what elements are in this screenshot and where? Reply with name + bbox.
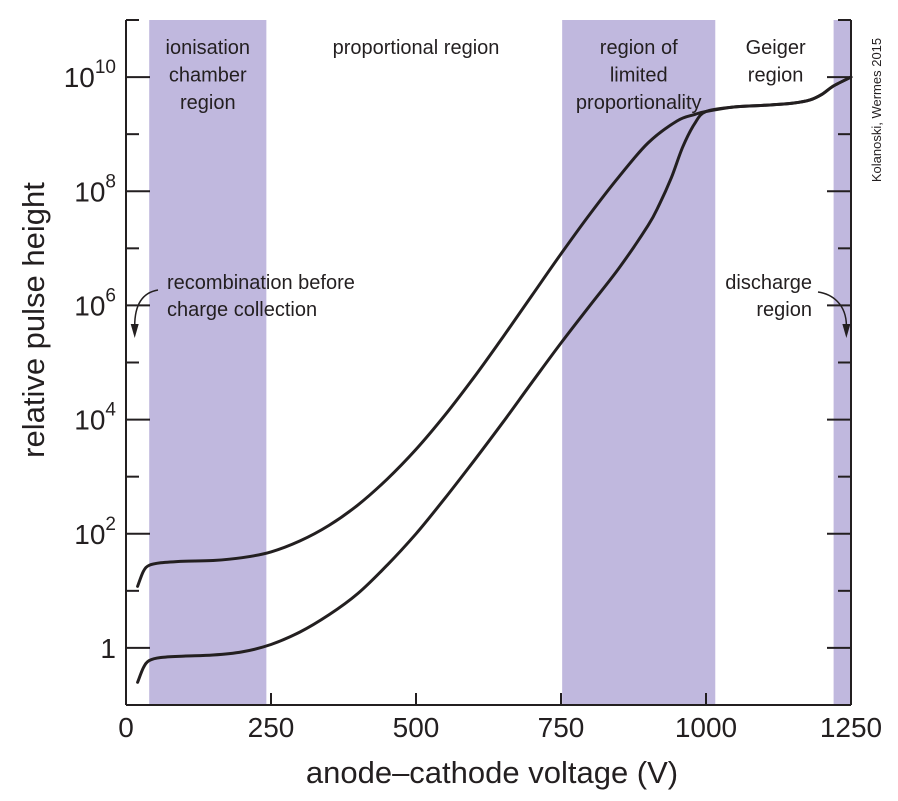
x-tick-label-5: 1250 [820, 712, 882, 743]
band-0-label-1: chamber [169, 65, 247, 87]
y-tick-label-2: 104 [74, 400, 116, 436]
band-0-label-2: region [180, 92, 236, 114]
region-label-1-0: Geiger [746, 37, 806, 59]
x-axis-title: anode–cathode voltage (V) [306, 755, 678, 790]
region-bands [149, 20, 851, 705]
x-tick-label-2: 500 [393, 712, 440, 743]
region-label-0-0: proportional region [333, 37, 500, 59]
band-1-label-2: proportionality [576, 92, 702, 114]
x-tick-label-0: 0 [118, 712, 134, 743]
x-tick-label-4: 1000 [675, 712, 737, 743]
band-0-label-0: ionisation [166, 37, 251, 59]
credit-text: Kolanoski, Wermes 2015 [869, 38, 884, 182]
y-axis-title: relative pulse height [16, 182, 51, 458]
x-tick-label-3: 750 [538, 712, 585, 743]
y-tick-label-4: 108 [74, 171, 116, 207]
annotation-left-1: charge collection [167, 299, 317, 321]
labels: ionisation chamber region region of limited p… [130, 37, 851, 338]
annotation-left-0: recombination before [167, 272, 355, 294]
annotation-right-1: region [756, 299, 812, 321]
series-line-1 [136, 75, 853, 684]
curves [136, 75, 853, 684]
y-tick-label-0: 1 [100, 633, 116, 664]
annotation-right-0: discharge [725, 272, 812, 294]
annotation-left-arrowhead [130, 324, 139, 338]
y-tick-label-5: 1010 [64, 57, 116, 93]
y-tick-label-3: 106 [74, 285, 116, 321]
annotation-right-arrowhead [842, 324, 851, 338]
band-1-label-1: limited [610, 65, 668, 87]
x-tick-label-1: 250 [248, 712, 295, 743]
annotation-left-arrow [133, 289, 159, 327]
region-label-1-1: region [748, 65, 804, 87]
y-tick-label-1: 102 [74, 514, 116, 550]
annotation-right-arrow [817, 291, 848, 327]
band-1-label-0: region of [600, 37, 678, 59]
ticks: 0 250 500 750 1000 1250 1 102 104 106 108 1010 [64, 19, 882, 743]
band-0 [149, 20, 267, 705]
band-1 [562, 20, 716, 705]
